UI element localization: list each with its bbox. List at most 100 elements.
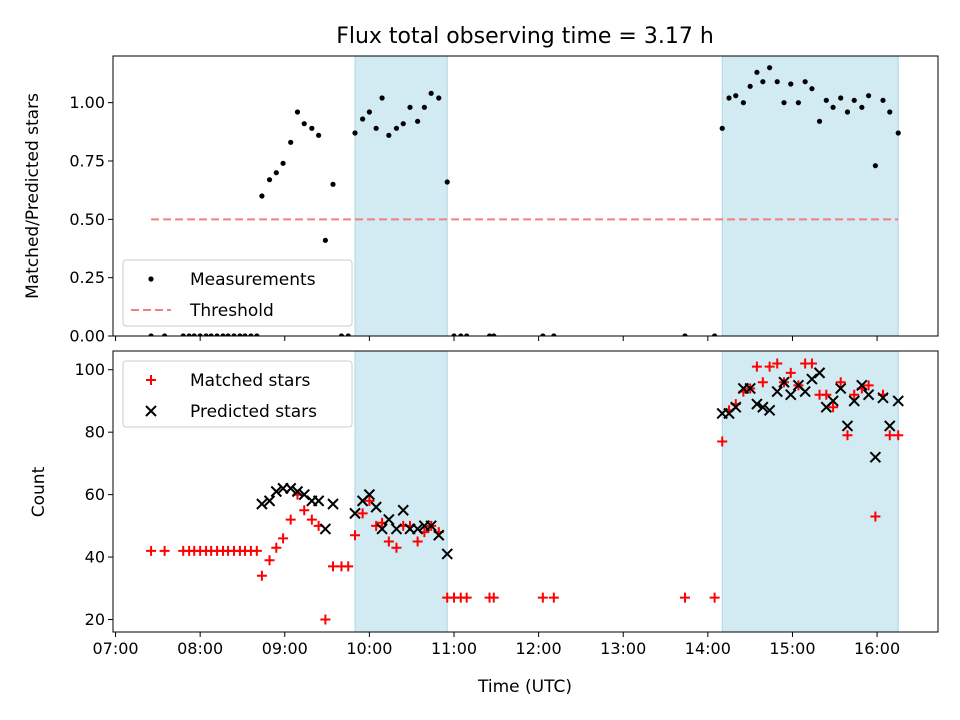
measurements-point <box>288 140 293 145</box>
legend: Measurements Threshold <box>123 260 352 326</box>
measurements-point <box>880 98 885 103</box>
matched-stars-point <box>462 593 472 603</box>
predicted-stars-point <box>320 524 330 534</box>
measurements-point <box>401 121 406 126</box>
measurements-point <box>733 93 738 98</box>
measurements-point <box>360 116 365 121</box>
measurements-point <box>845 109 850 114</box>
measurements-point <box>295 109 300 114</box>
measurements-point <box>309 126 314 131</box>
measurements-point <box>796 100 801 105</box>
matched-stars-point <box>680 593 690 603</box>
matched-stars-point <box>710 593 720 603</box>
measurements-point <box>415 119 420 124</box>
measurements-point <box>374 126 379 131</box>
matched-stars-point <box>278 533 288 543</box>
y-tick-label: 0.75 <box>69 152 105 171</box>
measurements-point <box>445 179 450 184</box>
x-tick-label: 16:00 <box>854 639 900 658</box>
matched-stars-point <box>549 593 559 603</box>
measurements-point <box>754 70 759 75</box>
matched-stars-point <box>257 571 267 581</box>
matched-stars-point <box>343 561 353 571</box>
legend-label: Matched stars <box>190 371 310 391</box>
measurements-point <box>852 98 857 103</box>
measurements-point <box>259 193 264 198</box>
matched-stars-point <box>252 546 262 556</box>
matched-stars-point <box>307 515 317 525</box>
observing-interval <box>355 351 447 632</box>
measurements-point <box>760 79 765 84</box>
matched-stars-point <box>265 555 275 565</box>
y-tick-label: 0.00 <box>69 327 105 346</box>
legend-label: Predicted stars <box>190 402 317 422</box>
measurements-point <box>830 105 835 110</box>
measurements-point <box>386 133 391 138</box>
measurements-point <box>726 95 731 100</box>
x-tick-label: 10:00 <box>346 639 392 658</box>
y-tick-label: 100 <box>74 360 105 379</box>
measurements-point <box>274 170 279 175</box>
chart-title: Flux total observing time = 3.17 h <box>336 24 714 49</box>
measurements-point <box>379 95 384 100</box>
x-tick-label: 14:00 <box>685 639 731 658</box>
observing-interval <box>722 56 898 336</box>
matched-stars-point <box>160 546 170 556</box>
x-tick-label: 11:00 <box>431 639 477 658</box>
measurements-point <box>775 79 780 84</box>
measurements-point <box>429 91 434 96</box>
matched-stars-point <box>271 543 281 553</box>
x-tick-label: 07:00 <box>92 639 138 658</box>
chart-figure: Flux total observing time = 3.17 h Time … <box>0 0 960 720</box>
matched-stars-point <box>320 615 330 625</box>
ratio-panel: 0.000.250.500.751.00MeasurementsThreshol… <box>69 56 938 346</box>
matched-stars-point <box>286 515 296 525</box>
legend: Matched stars Predicted stars <box>123 361 352 427</box>
measurements-point <box>887 109 892 114</box>
measurements-point <box>803 79 808 84</box>
measurements-point <box>720 126 725 131</box>
observing-interval <box>355 56 447 336</box>
measurements-point <box>302 121 307 126</box>
legend-label: Measurements <box>190 270 316 290</box>
measurements-point <box>817 119 822 124</box>
measurements-point <box>436 95 441 100</box>
x-axis-label: Time (UTC) <box>477 677 572 697</box>
measurements-point <box>352 130 357 135</box>
measurements-point <box>323 238 328 243</box>
measurements-point <box>741 100 746 105</box>
measurements-point <box>809 86 814 91</box>
x-tick-label: 08:00 <box>177 639 223 658</box>
predicted-stars-point <box>314 496 324 506</box>
y-axis-label-ratio: Matched/Predicted stars <box>23 93 43 299</box>
y-axis-label-count: Count <box>29 466 49 517</box>
y-tick-label: 0.50 <box>69 210 105 229</box>
x-tick-label: 09:00 <box>262 639 308 658</box>
measurements-point <box>394 126 399 131</box>
measurements-point <box>767 65 772 70</box>
x-tick-label: 15:00 <box>769 639 815 658</box>
measurements-point <box>866 93 871 98</box>
measurements-point <box>824 98 829 103</box>
measurements-point <box>316 133 321 138</box>
measurements-point <box>748 84 753 89</box>
matched-stars-point <box>146 546 156 556</box>
legend-label: Threshold <box>189 301 274 321</box>
measurements-point <box>896 130 901 135</box>
y-tick-label: 0.25 <box>69 268 105 287</box>
measurements-point <box>788 81 793 86</box>
x-tick-label: 13:00 <box>600 639 646 658</box>
measurements-point <box>422 105 427 110</box>
measurements-point <box>838 95 843 100</box>
y-tick-label: 60 <box>85 485 105 504</box>
x-tick-label: 12:00 <box>516 639 562 658</box>
measurements-point <box>367 109 372 114</box>
legend-swatch <box>148 276 153 281</box>
measurements-point <box>267 177 272 182</box>
measurements-point <box>859 105 864 110</box>
measurements-point <box>781 100 786 105</box>
matched-stars-point <box>538 593 548 603</box>
y-tick-label: 80 <box>85 423 105 442</box>
measurements-point <box>330 182 335 187</box>
y-tick-label: 40 <box>85 548 105 567</box>
